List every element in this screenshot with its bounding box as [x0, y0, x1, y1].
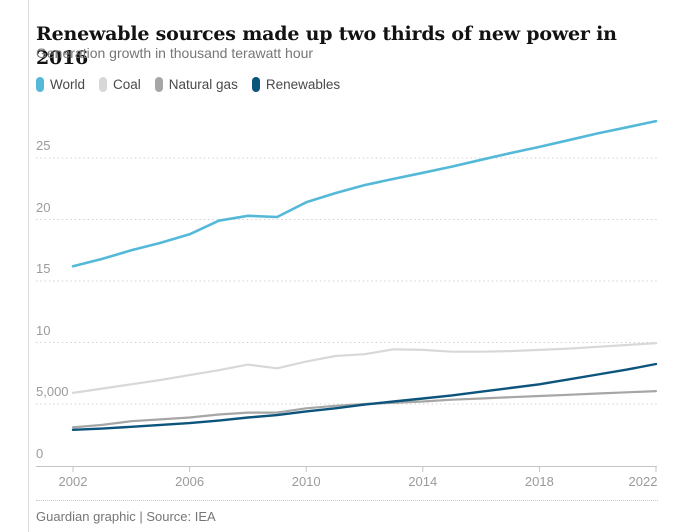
x-tick-label-2014: 2014 — [408, 474, 438, 489]
legend-label-world: World — [50, 77, 86, 92]
chart-subtitle: Generation growth in thousand terawatt h… — [36, 45, 314, 61]
legend-label-natural-gas: Natural gas — [168, 77, 238, 92]
chart-footer: Guardian graphic | Source: IEA — [36, 509, 216, 524]
legend-item-renewables: Renewables — [251, 77, 341, 92]
x-tick-label-2018: 2018 — [524, 474, 554, 489]
world-line — [71, 119, 658, 268]
renewables-line — [71, 362, 658, 431]
legend: World Coal Natural gas Renewables — [36, 77, 354, 92]
x-tick-label-2022: 2022 — [628, 474, 658, 489]
footer-separator — [36, 500, 658, 501]
legend-item-natural-gas: Natural gas — [154, 77, 238, 92]
page-left-border — [28, 0, 29, 532]
y-tick-label-20: 20 — [36, 199, 51, 215]
legend-label-coal: Coal — [113, 77, 141, 92]
y-tick-label-10: 10 — [36, 322, 51, 338]
legend-item-coal: Coal — [99, 77, 141, 92]
renewables-series-swatch — [251, 77, 260, 92]
x-tick-label-2002: 2002 — [58, 474, 88, 489]
natural-gas-line — [71, 390, 658, 429]
legend-label-renewables: Renewables — [265, 77, 341, 92]
coal-series-swatch — [99, 77, 108, 92]
natural-gas-series-swatch — [154, 77, 163, 92]
chart-title: Renewable sources made up two thirds of … — [36, 22, 617, 69]
x-tick-label-2010: 2010 — [291, 474, 321, 489]
world-series-swatch — [36, 77, 44, 92]
coal-line — [71, 342, 658, 394]
y-tick-label-0: 0 — [36, 445, 44, 461]
y-tick-label-15: 15 — [36, 261, 51, 276]
y-tick-label-25: 25 — [36, 138, 51, 153]
legend-item-world: World — [36, 77, 85, 92]
x-tick-label-2006: 2006 — [175, 474, 205, 489]
y-tick-label-5,000: 5,000 — [36, 384, 69, 399]
